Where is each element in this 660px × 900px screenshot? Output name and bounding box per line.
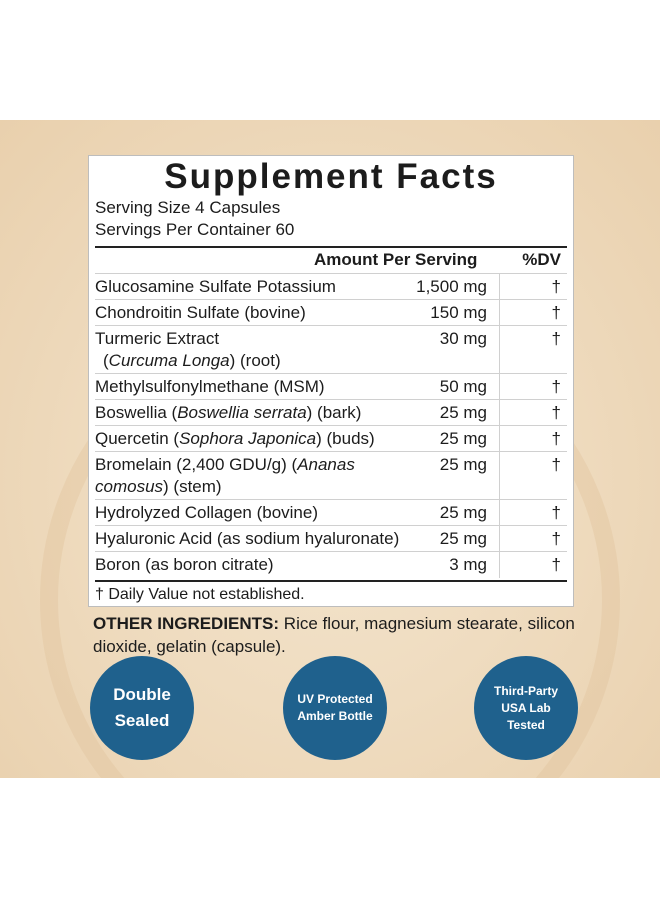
- ingredient-name: Boron (as boron citrate): [95, 555, 274, 574]
- name-prefix: Boswellia (: [95, 403, 178, 422]
- ingredient-dv: †: [551, 529, 561, 548]
- column-divider: [499, 274, 500, 300]
- ingredient-dv: †: [551, 403, 561, 422]
- ingredient-name: Hyaluronic Acid (as sodium hyaluronate): [95, 529, 400, 548]
- ingredient-dv: †: [551, 429, 561, 448]
- table-row: Boron (as boron citrate) 3 mg †: [95, 551, 567, 578]
- table-row: Quercetin (Sophora Japonica) (buds) 25 m…: [95, 425, 567, 452]
- column-divider: [499, 374, 500, 400]
- latin-name-line2: comosus: [95, 477, 164, 496]
- column-divider: [499, 526, 500, 552]
- column-divider: [499, 400, 500, 426]
- other-ingredients-text: Rice flour, magnesium stearate, silicon …: [93, 614, 575, 656]
- latin-name: Boswellia serrata: [177, 403, 307, 422]
- double-sealed-badge: Double Sealed: [90, 656, 194, 760]
- name-suffix: ) (bark): [306, 403, 362, 422]
- ingredient-amount: 3 mg: [449, 555, 487, 574]
- ingredient-name: Boswellia (Boswellia serrata) (bark): [95, 402, 420, 424]
- header-divider: [95, 246, 567, 248]
- ingredient-amount: 25 mg: [439, 503, 487, 522]
- ingredient-amount: 25 mg: [439, 403, 487, 422]
- table-row: Chondroitin Sulfate (bovine) 150 mg †: [95, 299, 567, 326]
- other-ingredients-label: OTHER INGREDIENTS:: [93, 614, 280, 633]
- latin-name: Sophora Japonica: [179, 429, 317, 448]
- ingredient-name: Bromelain (2,400 GDU/g) (Ananas comosus)…: [95, 454, 420, 498]
- table-row: Boswellia (Boswellia serrata) (bark) 25 …: [95, 399, 567, 426]
- other-ingredients: OTHER INGREDIENTS: Rice flour, magnesium…: [93, 612, 593, 658]
- supplement-facts-panel: Supplement Facts Serving Size 4 Capsules…: [88, 155, 574, 607]
- dv-header: %DV: [522, 250, 561, 269]
- ingredient-dv: †: [551, 303, 561, 322]
- name-suffix: ) (buds): [316, 429, 375, 448]
- latin-name: Ananas: [297, 455, 355, 474]
- footer-divider: [95, 580, 567, 582]
- ingredient-dv: †: [551, 329, 561, 348]
- ingredient-amount: 25 mg: [439, 429, 487, 448]
- ingredient-dv: †: [551, 503, 561, 522]
- ingredient-amount: 50 mg: [439, 377, 487, 396]
- ingredient-name: Turmeric Extract (Curcuma Longa) (root): [95, 328, 420, 372]
- ingredient-name: Chondroitin Sulfate (bovine): [95, 303, 306, 322]
- table-row: Hyaluronic Acid (as sodium hyaluronate) …: [95, 525, 567, 552]
- ingredient-name-line1: Turmeric Extract: [95, 329, 220, 348]
- ingredient-amount: 1,500 mg: [416, 277, 487, 296]
- badge-label: UV Protected Amber Bottle: [297, 692, 373, 723]
- name-prefix: Quercetin (: [95, 429, 180, 448]
- ingredient-dv: †: [551, 555, 561, 574]
- ingredient-name: Methylsulfonylmethane (MSM): [95, 377, 325, 396]
- serving-size: Serving Size 4 Capsules: [95, 198, 281, 217]
- servings-per-container: Servings Per Container 60: [95, 220, 295, 239]
- latin-name: Curcuma Longa: [108, 351, 230, 370]
- column-divider: [499, 326, 500, 374]
- name-suffix: ) (root): [229, 351, 281, 370]
- column-divider: [499, 300, 500, 326]
- ingredient-dv: †: [551, 277, 561, 296]
- amount-per-serving-header: Amount Per Serving: [314, 250, 478, 269]
- ingredient-name-line2: (Curcuma Longa) (root): [95, 351, 281, 370]
- badge-label: Double Sealed: [113, 685, 171, 730]
- column-divider: [499, 426, 500, 452]
- name-suffix: ) (stem): [163, 477, 222, 496]
- ingredient-name: Hydrolyzed Collagen (bovine): [95, 503, 319, 522]
- ingredient-amount: 25 mg: [439, 455, 487, 474]
- column-divider: [499, 500, 500, 526]
- ingredient-name: Glucosamine Sulfate Potassium: [95, 277, 336, 296]
- third-party-tested-badge: Third-Party USA Lab Tested: [474, 656, 578, 760]
- ingredient-dv: †: [551, 455, 561, 474]
- badge-label: Third-Party USA Lab Tested: [493, 683, 558, 732]
- table-row: Turmeric Extract (Curcuma Longa) (root) …: [95, 325, 567, 374]
- paren-open: (: [103, 351, 109, 370]
- ingredient-dv: †: [551, 377, 561, 396]
- table-row: Methylsulfonylmethane (MSM) 50 mg †: [95, 373, 567, 400]
- uv-protected-badge: UV Protected Amber Bottle: [283, 656, 387, 760]
- ingredient-amount: 150 mg: [430, 303, 487, 322]
- table-row: Hydrolyzed Collagen (bovine) 25 mg †: [95, 499, 567, 526]
- ingredient-amount: 25 mg: [439, 529, 487, 548]
- table-row: Bromelain (2,400 GDU/g) (Ananas comosus)…: [95, 451, 567, 500]
- ingredient-name: Quercetin (Sophora Japonica) (buds): [95, 428, 420, 450]
- name-prefix: Bromelain (2,400 GDU/g) (: [95, 455, 298, 474]
- column-divider: [499, 552, 500, 578]
- facts-title: Supplement Facts: [164, 157, 498, 196]
- column-divider: [499, 452, 500, 500]
- daily-value-footnote: † Daily Value not established.: [95, 586, 305, 603]
- ingredient-amount: 30 mg: [439, 329, 487, 348]
- table-row: Glucosamine Sulfate Potassium 1,500 mg †: [95, 273, 567, 300]
